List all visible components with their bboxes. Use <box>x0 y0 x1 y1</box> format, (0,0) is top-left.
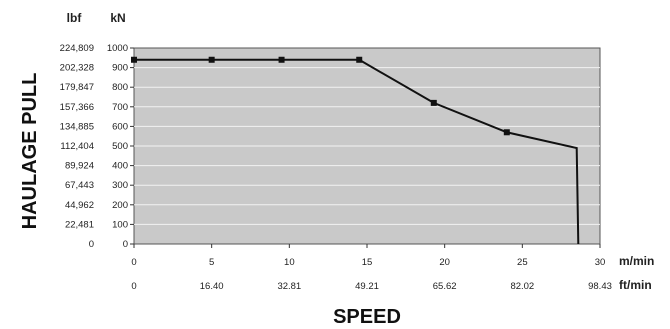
data-point <box>503 129 510 136</box>
lbf-unit-label: lbf <box>67 11 83 25</box>
y-tick-label-kn: 200 <box>112 200 128 211</box>
y-tick-label-kn: 700 <box>112 102 128 113</box>
y-tick-label-kn: 500 <box>112 141 128 152</box>
x-tick-label-m-min: 20 <box>439 257 450 268</box>
y-tick-label-kn: 1000 <box>107 43 128 54</box>
x-tick-label-m-min: 0 <box>131 257 136 268</box>
data-point <box>430 99 437 106</box>
x-tick-label-ft-min: 49.21 <box>355 281 379 292</box>
y-tick-label-lbf: 89,924 <box>65 161 94 172</box>
x-tick-label-ft-min: 16.40 <box>200 281 224 292</box>
x-tick-label-ft-min: 98.43 <box>588 281 612 292</box>
kn-unit-label: kN <box>110 11 125 25</box>
y-tick-label-kn: 100 <box>112 219 128 230</box>
x-tick-label-m-min: 15 <box>362 257 373 268</box>
y-tick-label-lbf: 134,885 <box>60 121 94 132</box>
y-tick-label-lbf: 179,847 <box>60 82 94 93</box>
x-unit-m-min: m/min <box>619 254 654 268</box>
y-ticks-kn: 0 100 200 300 400 500 600 700 800 900 1000 <box>107 43 134 250</box>
y-tick-label-kn: 400 <box>112 161 128 172</box>
y-tick-label-kn: 300 <box>112 180 128 191</box>
x-ticks-ft-min: 0 16.40 32.81 49.21 65.62 82.02 98.43 <box>131 281 612 292</box>
y-tick-label-kn: 900 <box>112 63 128 74</box>
x-ticks-m-min: 0 5 10 15 20 25 30 <box>131 244 605 268</box>
x-unit-ft-min: ft/min <box>619 278 652 292</box>
grid-lines <box>134 67 600 225</box>
x-tick-label-m-min: 25 <box>517 257 528 268</box>
x-tick-label-ft-min: 32.81 <box>277 281 301 292</box>
y-ticks-lbf: 0 22,481 44,962 67,443 89,924 112,404 134,885 1… <box>60 43 94 250</box>
y-tick-label-lbf: 44,962 <box>65 200 94 211</box>
y-tick-label-lbf: 67,443 <box>65 180 94 191</box>
x-tick-label-ft-min: 0 <box>131 281 136 292</box>
data-point <box>131 56 137 63</box>
x-tick-label-m-min: 5 <box>209 257 214 268</box>
y-tick-label-lbf: 157,366 <box>60 102 94 113</box>
data-point <box>278 56 285 63</box>
data-point <box>356 56 363 63</box>
y-tick-label-lbf: 22,481 <box>65 219 94 230</box>
y-tick-label-lbf: 0 <box>89 239 94 250</box>
y-tick-label-lbf: 224,809 <box>60 43 94 54</box>
x-tick-label-ft-min: 65.62 <box>433 281 457 292</box>
y-tick-label-lbf: 202,328 <box>60 63 94 74</box>
data-point <box>208 56 215 63</box>
y-tick-label-kn: 800 <box>112 82 128 93</box>
y-tick-label-kn: 600 <box>112 121 128 132</box>
x-tick-label-ft-min: 82.02 <box>510 281 534 292</box>
y-axis-title: HAULAGE PULL <box>19 73 41 230</box>
x-axis-title: SPEED <box>333 306 401 328</box>
y-tick-label-kn: 0 <box>123 239 128 250</box>
data-markers <box>131 56 510 136</box>
x-tick-label-m-min: 30 <box>595 257 606 268</box>
x-tick-label-m-min: 10 <box>284 257 295 268</box>
y-tick-label-lbf: 112,404 <box>60 141 94 152</box>
haulage-curve <box>134 58 580 245</box>
